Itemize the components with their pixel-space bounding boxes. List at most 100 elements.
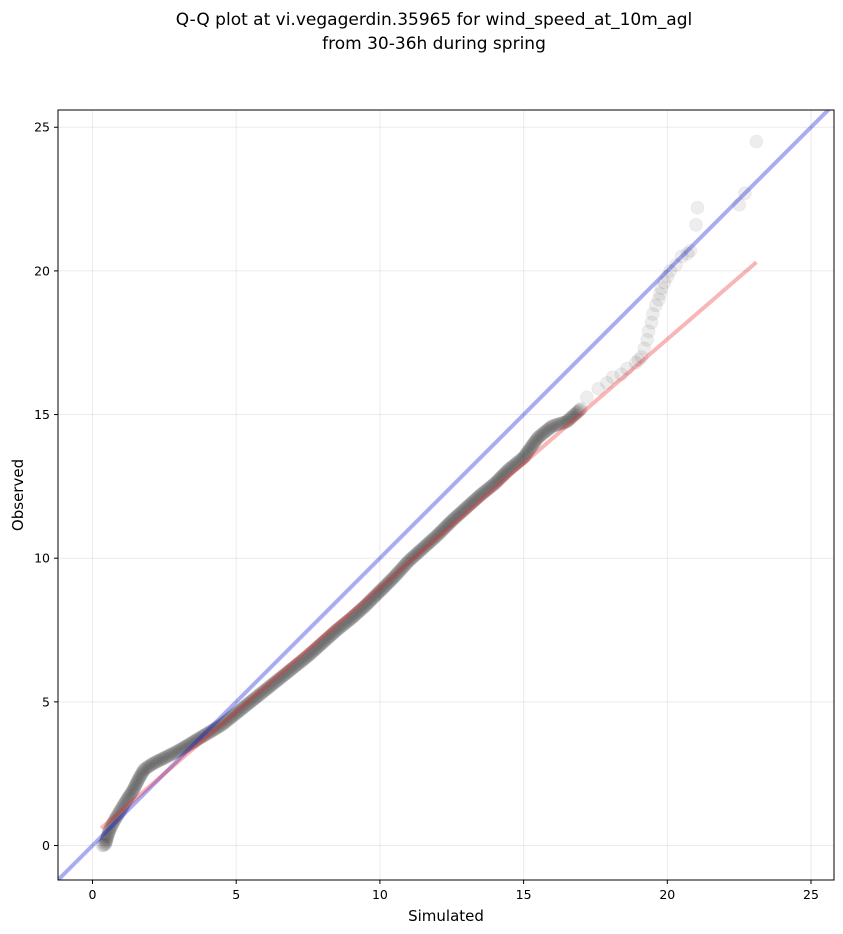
qq-point [104,819,119,833]
qq-point [137,762,152,777]
qq-point [674,249,689,264]
qq-point [96,838,111,852]
qq-point [380,577,395,592]
qq-point [418,538,433,553]
qq-point [483,479,498,494]
qq-point [210,720,225,735]
qq-point [443,514,458,529]
qq-point [561,413,576,427]
qq-point [599,375,614,390]
qq-point [476,485,491,500]
qq-point [326,626,340,641]
qq-point [104,820,118,835]
qq-point [510,455,525,470]
qq-point [407,548,422,563]
qq-point [431,527,446,542]
qq-point [136,763,151,778]
qq-point [321,630,336,645]
qq-point [422,535,437,550]
qq-point [220,713,234,728]
qq-point [549,417,564,432]
qq-point [273,671,288,686]
qq-point [398,557,413,571]
qq-point [97,837,112,852]
qq-point [509,456,524,471]
qq-point [417,540,431,555]
qq-point [379,578,394,592]
qq-point [425,532,440,547]
qq-point [216,716,231,731]
qq-point [371,586,386,600]
y-tick-label: 10 [34,551,50,566]
qq-point [634,350,649,365]
qq-point [193,730,208,745]
qq-point [651,292,666,307]
qq-point [222,712,236,727]
qq-point [477,484,492,499]
qq-point [640,332,655,347]
qq-point [310,640,325,655]
qq-point [259,682,273,697]
qq-point [231,704,246,719]
qq-point [99,834,113,849]
qq-point [163,747,178,762]
qq-point [663,263,678,278]
qq-point [568,407,583,421]
y-tick-label: 15 [34,407,50,422]
qq-point [515,451,530,466]
qq-point [384,572,399,587]
qq-point [488,475,503,490]
qq-point [732,197,747,212]
qq-point [98,837,113,852]
qq-point [559,414,574,429]
qq-point [117,797,132,812]
qq-point [144,757,159,772]
qq-point [246,692,261,707]
qq-point [322,629,337,644]
qq-point [232,703,247,718]
qq-point [558,415,573,430]
qq-point [152,753,167,768]
qq-point [178,739,193,754]
qq-point [637,341,652,356]
qq-point [354,602,369,617]
qq-point [512,453,527,468]
qq-point [114,800,129,815]
qq-point [455,504,470,519]
qq-point [223,711,237,726]
qq-point [308,642,323,656]
y-axis-label: Observed [9,459,27,531]
qq-point [203,724,218,739]
qq-point [230,705,245,720]
qq-point [299,650,313,665]
qq-point [123,787,138,802]
qq-point [442,516,457,531]
qq-point [135,765,150,780]
qq-point [540,423,555,438]
qq-point [320,631,335,646]
qq-point [148,755,163,770]
qq-point [417,539,432,554]
qq-point [145,756,160,771]
qq-point [620,361,635,376]
qq-point [254,685,269,700]
qq-point [461,499,475,514]
qq-point [388,568,403,583]
qq-point [291,656,306,671]
qq-point [126,782,141,797]
qq-point [479,483,494,498]
qq-point [264,678,279,693]
qq-point [579,390,594,405]
qq-point [644,315,659,330]
qq-point [204,723,219,738]
grid [58,110,834,880]
qq-point [261,680,275,695]
qq-point [117,796,132,811]
qq-point [159,749,174,764]
qq-point [279,666,294,681]
qq-point [392,564,407,578]
qq-point [317,634,332,649]
qq-point [381,576,395,591]
qq-point [180,738,195,753]
qq-point [395,561,410,575]
